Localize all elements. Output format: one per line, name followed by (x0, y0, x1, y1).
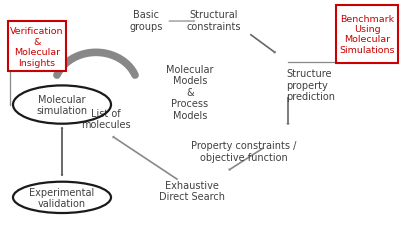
Text: Benchmark
Using
Molecular
Simulations: Benchmark Using Molecular Simulations (340, 15, 395, 55)
Text: Verification
&
Molecular
Insights: Verification & Molecular Insights (10, 27, 64, 67)
Text: Structure
property
prediction: Structure property prediction (286, 69, 335, 102)
Text: List of
molecules: List of molecules (81, 108, 131, 130)
Text: Structural
constraints: Structural constraints (187, 10, 241, 32)
Text: Exhaustive
Direct Search: Exhaustive Direct Search (159, 180, 225, 201)
Text: Molecular
simulation: Molecular simulation (36, 94, 88, 116)
Text: Property constraints /
objective function: Property constraints / objective functio… (191, 140, 297, 162)
FancyBboxPatch shape (336, 6, 398, 64)
Text: Experimental
validation: Experimental validation (29, 187, 95, 208)
FancyBboxPatch shape (8, 22, 66, 72)
Text: Molecular
Models
&
Process
Models: Molecular Models & Process Models (166, 64, 214, 121)
Text: Basic
groups: Basic groups (129, 10, 163, 32)
